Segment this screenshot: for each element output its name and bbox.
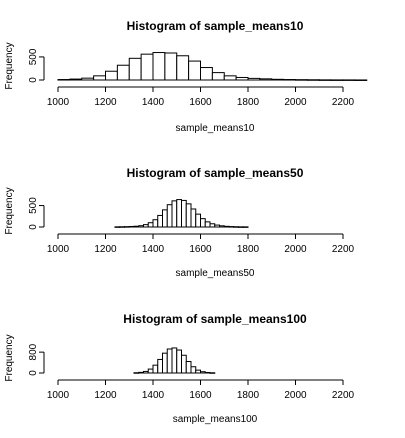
y-axis-label: Frequency bbox=[4, 42, 15, 89]
histogram-bar bbox=[93, 75, 106, 81]
x-axis-label: sample_means100 bbox=[173, 414, 258, 425]
histogram-panel-sample-means10: Histogram of sample_means10 Frequency sa… bbox=[4, 19, 368, 134]
axes: 1000 1200 1400 1600 1800 2000 2200 0 800 bbox=[28, 343, 355, 401]
histogram-bar bbox=[171, 347, 178, 374]
x-tick-label: 1800 bbox=[237, 97, 260, 108]
histogram-bar bbox=[140, 53, 154, 81]
histogram-bar bbox=[223, 75, 237, 81]
x-tick-label: 2000 bbox=[284, 244, 307, 255]
histogram-bar bbox=[147, 222, 154, 228]
x-tick-label: 1000 bbox=[47, 390, 70, 401]
chart-title: Histogram of sample_means10 bbox=[127, 19, 304, 33]
histogram-bar bbox=[166, 348, 173, 374]
histogram-bar bbox=[204, 221, 211, 228]
x-tick-label: 2000 bbox=[284, 390, 307, 401]
histogram-bar bbox=[195, 213, 201, 228]
y-tick-label: 500 bbox=[28, 197, 39, 214]
bars bbox=[133, 347, 216, 374]
histogram-bar bbox=[152, 219, 159, 228]
y-axis-label: Frequency bbox=[4, 334, 15, 381]
x-tick-label: 1200 bbox=[94, 390, 117, 401]
histogram-bar bbox=[162, 352, 168, 374]
histogram-bar bbox=[211, 72, 225, 81]
histogram-bar bbox=[181, 199, 187, 228]
histogram-bar bbox=[116, 64, 130, 81]
histogram-bar bbox=[157, 214, 163, 228]
y-tick-label: 500 bbox=[28, 48, 39, 65]
x-tick-label: 1800 bbox=[237, 390, 260, 401]
axes: 1000 1200 1400 1600 1800 2000 2200 0 500 bbox=[28, 48, 367, 108]
chart-title: Histogram of sample_means100 bbox=[123, 312, 307, 326]
x-tick-label: 1600 bbox=[189, 390, 212, 401]
x-axis-label: sample_means50 bbox=[176, 268, 255, 279]
histogram-bar bbox=[152, 364, 159, 374]
histogram-panel-sample-means50: Histogram of sample_means50 Frequency sa… bbox=[4, 166, 355, 279]
axes: 1000 1200 1400 1600 1800 2000 2200 0 500 bbox=[28, 197, 355, 255]
bars bbox=[114, 199, 249, 228]
x-axis-label: sample_means10 bbox=[176, 123, 255, 134]
x-tick-label: 1400 bbox=[142, 244, 165, 255]
x-tick-label: 1600 bbox=[189, 244, 212, 255]
y-tick-label: 800 bbox=[28, 343, 39, 360]
histogram-bar bbox=[176, 199, 182, 228]
x-tick-label: 1200 bbox=[94, 244, 117, 255]
histogram-bar bbox=[200, 218, 206, 228]
y-tick-label: 0 bbox=[28, 370, 39, 376]
histogram-bar bbox=[181, 354, 187, 374]
histogram-bar bbox=[105, 70, 118, 81]
y-tick-label: 0 bbox=[28, 77, 39, 83]
histogram-bar bbox=[176, 349, 182, 374]
histogram-bar bbox=[185, 203, 192, 228]
x-tick-label: 1400 bbox=[142, 97, 165, 108]
histogram-bar bbox=[147, 368, 154, 374]
histogram-bar bbox=[188, 60, 201, 81]
x-tick-label: 2200 bbox=[332, 97, 355, 108]
histogram-bar bbox=[185, 361, 192, 374]
histogram-bar bbox=[190, 366, 197, 374]
bars bbox=[57, 52, 368, 81]
x-tick-label: 1200 bbox=[94, 97, 117, 108]
x-tick-label: 1000 bbox=[47, 244, 70, 255]
x-tick-label: 1000 bbox=[47, 97, 70, 108]
histogram-bar bbox=[164, 52, 178, 81]
chart-title: Histogram of sample_means50 bbox=[127, 166, 304, 180]
histogram-bar bbox=[166, 204, 173, 228]
histogram-bar bbox=[200, 67, 213, 81]
histogram-bar bbox=[152, 52, 166, 81]
x-tick-label: 2200 bbox=[332, 244, 355, 255]
histogram-bar bbox=[162, 209, 168, 228]
x-tick-label: 1800 bbox=[237, 244, 260, 255]
histogram-bar bbox=[171, 200, 178, 228]
histogram-panel-sample-means100: Histogram of sample_means100 Frequency s… bbox=[4, 312, 355, 425]
x-tick-label: 2200 bbox=[332, 390, 355, 401]
histogram-bar bbox=[176, 55, 190, 81]
x-tick-label: 2000 bbox=[284, 97, 307, 108]
histogram-bar bbox=[190, 208, 197, 228]
x-tick-label: 1400 bbox=[142, 390, 165, 401]
y-tick-label: 0 bbox=[28, 224, 39, 230]
y-axis-label: Frequency bbox=[4, 187, 15, 234]
histogram-bar bbox=[157, 358, 163, 374]
x-tick-label: 1600 bbox=[189, 97, 212, 108]
histogram-bar bbox=[128, 57, 142, 81]
